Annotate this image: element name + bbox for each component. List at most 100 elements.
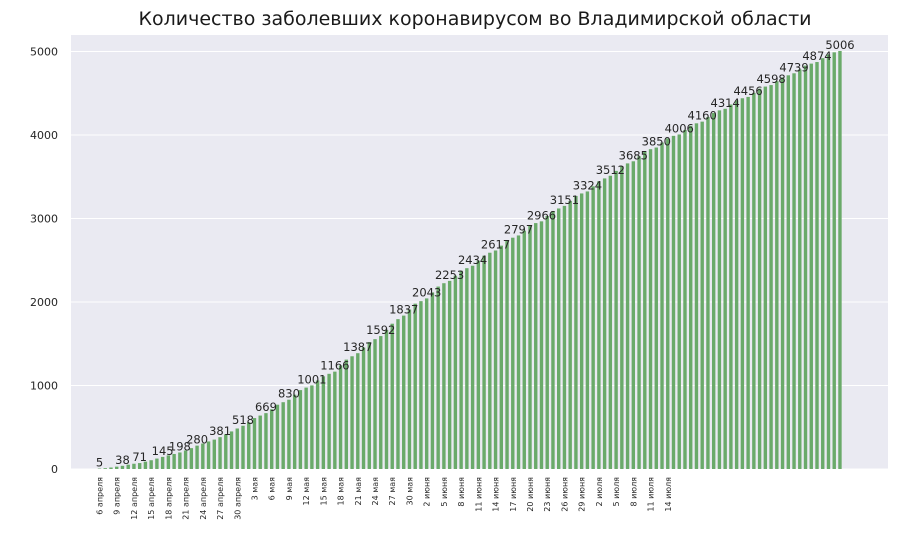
bar	[396, 319, 400, 469]
bar	[126, 464, 130, 469]
x-tick-label: 15 мая	[319, 477, 328, 506]
bar	[717, 110, 722, 470]
bar	[752, 92, 756, 469]
bar	[447, 280, 452, 469]
bar	[706, 117, 710, 470]
bar	[551, 210, 555, 470]
bar	[740, 98, 745, 469]
x-axis-ticks: 6 апреля 9 апреля 12 апреля 15 апреля 18 апр…	[96, 477, 673, 520]
data-label: 4456	[733, 84, 762, 98]
bar	[499, 245, 503, 469]
bar	[344, 359, 349, 469]
bar	[809, 63, 813, 470]
bar	[631, 161, 636, 470]
bar	[189, 448, 194, 470]
data-label: 381	[209, 424, 231, 438]
bar	[516, 235, 521, 469]
data-label: 2617	[481, 237, 510, 251]
bar	[115, 466, 119, 469]
x-tick-label: 8 июня	[457, 477, 466, 507]
data-label: 830	[278, 387, 300, 401]
bar	[602, 178, 607, 470]
x-tick-label: 20 июня	[526, 477, 535, 512]
data-label: 280	[186, 433, 208, 447]
x-tick-label: 21 мая	[354, 477, 363, 506]
data-label: 4314	[711, 96, 740, 110]
bar	[304, 387, 308, 469]
bar	[625, 163, 630, 469]
bar	[694, 123, 699, 469]
bar	[689, 125, 693, 469]
bar	[166, 455, 171, 469]
bar	[838, 51, 842, 469]
bar	[327, 373, 331, 469]
bar	[574, 195, 578, 469]
bar	[103, 468, 107, 469]
bar	[620, 166, 624, 469]
bar	[470, 265, 475, 469]
y-tick-label: 3000	[30, 213, 58, 226]
bar	[534, 223, 538, 469]
bar	[677, 134, 681, 469]
bar	[608, 175, 613, 469]
bar	[109, 467, 113, 469]
data-label: 1387	[343, 340, 372, 354]
bar	[545, 215, 549, 469]
bar	[321, 376, 326, 469]
bar	[826, 54, 831, 470]
data-label: 518	[232, 413, 254, 427]
x-tick-label: 9 апреля	[113, 477, 122, 515]
bar	[643, 151, 647, 469]
bar	[660, 142, 664, 469]
x-tick-label: 11 июля	[647, 477, 656, 512]
bar	[803, 65, 808, 469]
bar	[384, 329, 389, 469]
x-tick-label: 3 мая	[250, 477, 259, 501]
data-label: 4874	[802, 49, 831, 63]
bar	[172, 453, 176, 469]
x-tick-label: 6 апреля	[96, 477, 105, 515]
bar	[459, 270, 463, 469]
bar	[407, 309, 412, 469]
bar	[402, 315, 406, 469]
x-tick-label: 8 июля	[629, 477, 638, 507]
bar	[333, 371, 337, 469]
bar	[711, 112, 716, 470]
x-tick-label: 6 мая	[268, 477, 277, 501]
bar	[361, 347, 366, 469]
bar	[763, 86, 768, 469]
bar	[832, 52, 836, 469]
x-tick-label: 2 июня	[423, 477, 432, 507]
bar	[734, 100, 739, 469]
bar	[287, 399, 291, 469]
data-label: 4006	[665, 122, 694, 136]
x-tick-label: 14 июня	[492, 477, 501, 512]
bar	[666, 138, 670, 469]
bar	[482, 255, 486, 469]
bar	[160, 456, 165, 469]
x-tick-label: 14 июля	[664, 477, 673, 512]
x-tick-label: 23 июня	[543, 477, 552, 512]
bar	[120, 465, 125, 469]
data-label: 2434	[458, 253, 487, 267]
bar	[292, 394, 297, 469]
data-label: 1837	[389, 303, 418, 317]
bar	[591, 186, 595, 469]
bar	[637, 156, 641, 470]
bar	[224, 434, 228, 469]
data-label: 2797	[504, 222, 533, 236]
bar	[430, 292, 435, 469]
bar	[786, 75, 790, 470]
bar	[206, 441, 211, 469]
data-label: 71	[132, 450, 147, 464]
x-tick-label: 18 апреля	[164, 477, 173, 520]
data-label: 3685	[619, 148, 648, 162]
x-tick-label: 26 июня	[560, 477, 569, 512]
bar	[493, 250, 498, 469]
bar	[315, 380, 320, 469]
data-label: 669	[255, 400, 277, 414]
data-label: 4598	[756, 72, 785, 86]
x-tick-label: 24 мая	[371, 477, 380, 506]
bar	[195, 445, 199, 469]
